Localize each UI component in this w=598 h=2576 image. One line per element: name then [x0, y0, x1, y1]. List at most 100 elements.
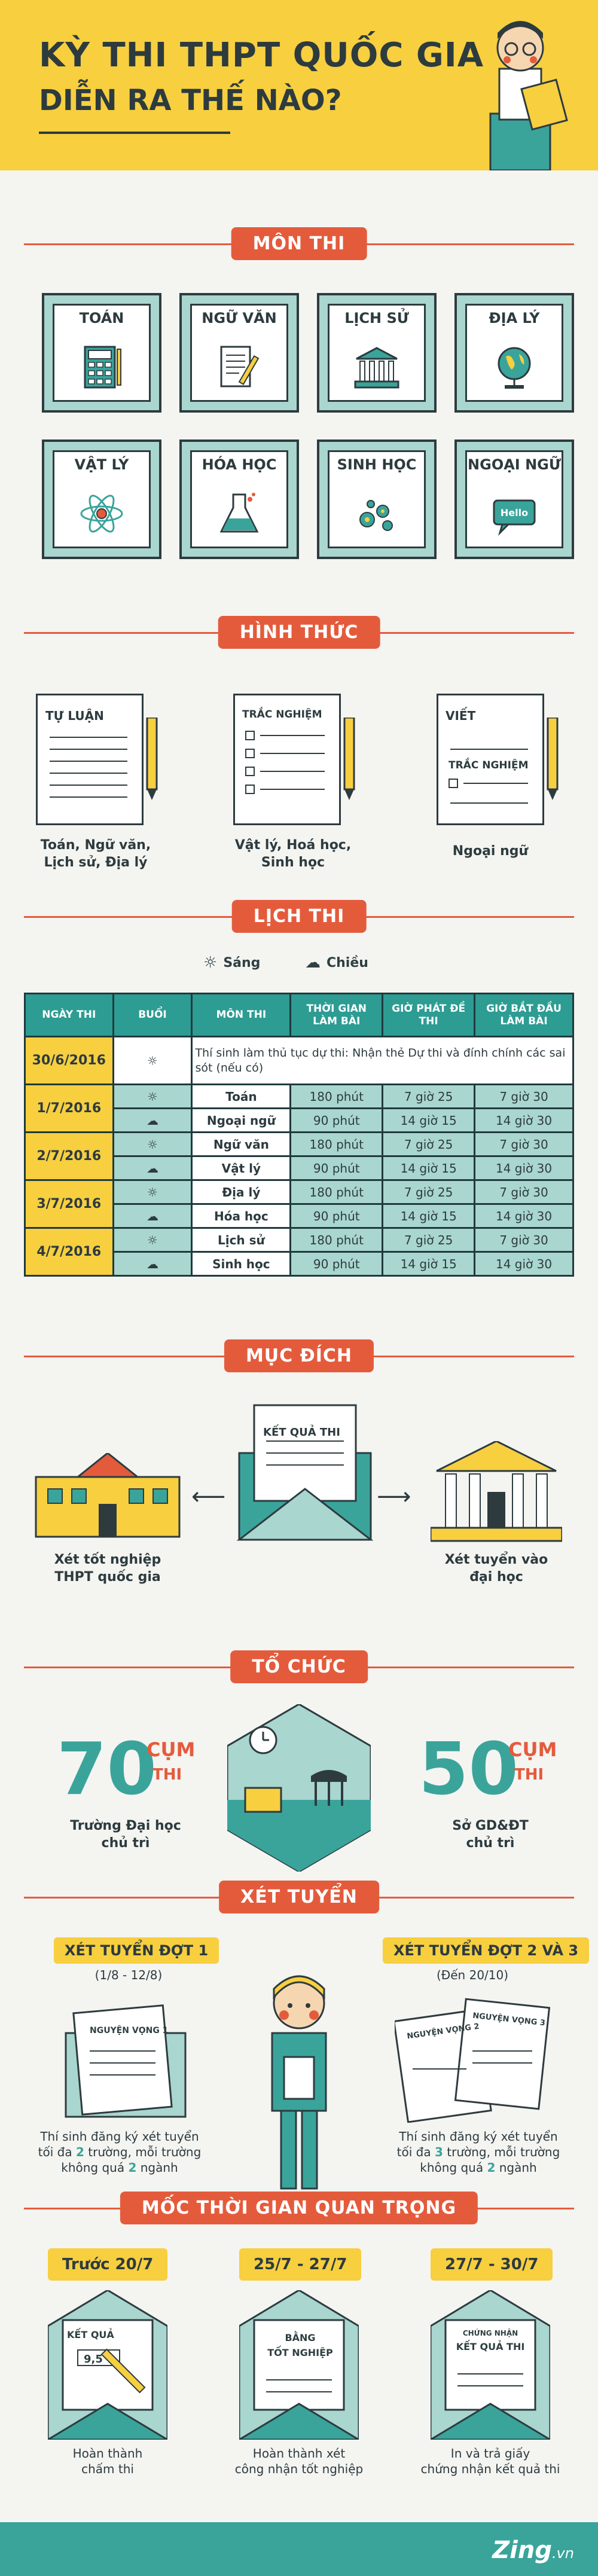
cluster-left-caption: Trường Đại học chủ trì — [70, 1818, 181, 1851]
student-illustration — [489, 21, 568, 170]
milestone-caption: In và trả giấy chứng nhận kết quả thi — [420, 2446, 560, 2476]
building-icon — [354, 347, 399, 389]
duration-cell: 90 phút — [289, 1203, 384, 1229]
session-cell: ☼ — [112, 1083, 193, 1109]
admission-round23-dates: (Đến 20/10) — [436, 1968, 509, 1982]
header-banner: KỲ THI THPT QUỐC GIA DIỄN RA THẾ NÀO? — [0, 0, 598, 170]
table-row: ☁ Ngoại ngữ 90 phút 14 giờ 15 14 giờ 30 — [25, 1107, 574, 1133]
pencil-icon — [547, 718, 559, 800]
table-row: 2/7/2016 ☼ Ngữ văn 180 phút 7 giờ 25 7 g… — [24, 1131, 574, 1181]
subject-card-ngu-van: NGỮ VĂN — [179, 293, 299, 413]
handout-cell: 7 giờ 25 — [382, 1131, 476, 1157]
exam-schedule-table: NGÀY THI BUỔI MÔN THI THỜI GIAN LÀM BÀI … — [24, 993, 574, 1277]
sun-icon: ☼ — [147, 1232, 158, 1247]
start-cell: 14 giờ 30 — [474, 1155, 574, 1181]
header-cell: MÔN THI — [191, 993, 292, 1037]
calculator-icon — [84, 346, 121, 389]
session-cell: ☼ — [112, 1227, 193, 1253]
page-title: KỲ THI THPT QUỐC GIA — [39, 36, 484, 75]
subject-card-sinh-hoc: SINH HỌC — [317, 439, 437, 559]
cells-icon — [359, 500, 393, 531]
doc-label: CHỨNG NHẬN — [462, 2329, 518, 2337]
session-cell: ☼ — [112, 1131, 193, 1157]
result-label: KẾT QUẢ THI — [263, 1426, 340, 1439]
sun-icon: ☼ — [203, 954, 218, 972]
section-title-mon-thi: MÔN THI — [231, 227, 367, 260]
format-caption: Toán, Ngữ văn, Lịch sử, Địa lý — [40, 838, 151, 870]
subject-cell: Lịch sử — [191, 1227, 292, 1253]
cluster-count-left: 70 — [57, 1728, 157, 1811]
session-cell: ☼ — [112, 1179, 193, 1205]
session-cell: ☼ — [112, 1036, 193, 1085]
note-cell: Thí sinh làm thủ tục dự thi: Nhận thẻ Dự… — [191, 1036, 574, 1085]
doc-label: BẰNG — [285, 2332, 316, 2343]
format-label: TỰ LUẬN — [45, 709, 104, 723]
doc-label: KẾT QUẢ THI — [456, 2341, 525, 2352]
cluster-unit: CỤM — [147, 1738, 196, 1761]
subject-cell: Ngoại ngữ — [191, 1107, 292, 1133]
student-with-paper-icon — [271, 1975, 327, 2190]
university-building-icon — [431, 1441, 562, 1542]
cloud-sun-icon: ☁ — [305, 954, 321, 972]
start-cell: 14 giờ 30 — [474, 1203, 574, 1229]
header-cell: GIỜ BẮT ĐẦU LÀM BÀI — [474, 993, 574, 1037]
subject-cell: Vật lý — [191, 1155, 292, 1181]
sun-icon: ☼ — [147, 1089, 158, 1104]
header-cell: GIỜ PHÁT ĐỀ THI — [382, 993, 476, 1037]
doc-label: TỐT NGHIỆP — [267, 2347, 333, 2358]
table-row: 3/7/2016 ☼ Địa lý 180 phút 7 giờ 25 7 gi… — [24, 1179, 574, 1229]
legend-morning: ☼ Sáng — [203, 954, 261, 972]
brand-logo[interactable]: Zing.vn — [492, 2537, 574, 2564]
cloud-sun-icon: ☁ — [146, 1161, 158, 1176]
school-building-icon — [35, 1453, 181, 1538]
format-card-tu-luan — [36, 694, 144, 825]
admission-round1-caption: Thí sinh đăng ký xét tuyển tối đa 2 trườ… — [38, 2129, 202, 2175]
duration-cell: 90 phút — [289, 1251, 384, 1277]
date-cell: 4/7/2016 — [24, 1227, 114, 1277]
date-cell: 3/7/2016 — [24, 1179, 114, 1229]
table-row: 4/7/2016 ☼ Lịch sử 180 phút 7 giờ 25 7 g… — [24, 1227, 574, 1277]
format-label: TRẮC NGHIỆM — [242, 709, 322, 721]
duration-cell: 180 phút — [289, 1179, 384, 1205]
atom-icon — [80, 495, 123, 533]
milestone-caption: Hoàn thành xét công nhận tốt nghiệp — [234, 2446, 364, 2476]
session-cell: ☁ — [112, 1107, 193, 1133]
applications-docs-icon — [395, 1998, 551, 2123]
admission-round23-badge: XÉT TUYỂN ĐỢT 2 VÀ 3 — [383, 1937, 590, 1964]
subject-cell: Ngữ văn — [191, 1131, 292, 1157]
start-cell: 7 giờ 30 — [474, 1179, 574, 1205]
header-cell: THỜI GIAN LÀM BÀI — [289, 993, 384, 1037]
scoring-sheet-icon — [48, 2290, 167, 2440]
start-cell: 7 giờ 30 — [474, 1131, 574, 1157]
purpose-left-caption: Xét tốt nghiệp THPT quốc gia — [54, 1552, 161, 1585]
cloud-sun-icon: ☁ — [146, 1208, 158, 1223]
admission-round23-caption: Thí sinh đăng ký xét tuyển tối đa 3 trườ… — [396, 2129, 560, 2175]
milestone-date-badge: 27/7 - 30/7 — [431, 2248, 553, 2281]
result-envelope-icon — [236, 1404, 374, 1541]
doc-label: NGUYỆN VỌNG 1 — [90, 2026, 169, 2035]
cluster-unit: CỤM — [508, 1738, 557, 1761]
subject-cell: Hóa học — [191, 1203, 292, 1229]
subject-card-hoa-hoc: HÓA HỌC — [179, 439, 299, 559]
format-caption: Vật lý, Hoá học, Sinh học — [234, 838, 352, 870]
date-cell: 30/6/2016 — [24, 1036, 114, 1085]
title-underline — [39, 132, 230, 134]
start-cell: 7 giờ 30 — [474, 1083, 574, 1109]
cluster-unit: THI — [514, 1766, 544, 1784]
purpose-right-caption: Xét tuyển vào đại học — [444, 1552, 548, 1585]
format-label: TRẮC NGHIỆM — [448, 759, 529, 771]
subject-label: NGOẠI NGỮ — [468, 456, 561, 473]
application-envelope-icon — [65, 2004, 187, 2118]
diploma-icon — [239, 2290, 359, 2440]
duration-cell: 180 phút — [289, 1131, 384, 1157]
sun-icon: ☼ — [147, 1053, 158, 1068]
legend-afternoon: ☁ Chiều — [305, 954, 368, 972]
table-row: 30/6/2016 ☼ Thí sinh làm thủ tục dự thi:… — [24, 1036, 574, 1085]
flask-icon — [219, 493, 259, 533]
start-cell: 14 giờ 30 — [474, 1107, 574, 1133]
subject-label: HÓA HỌC — [202, 456, 277, 473]
certificate-icon — [431, 2290, 550, 2440]
table-header-row: NGÀY THI BUỔI MÔN THI THỜI GIAN LÀM BÀI … — [24, 993, 574, 1037]
session-cell: ☁ — [112, 1155, 193, 1181]
subject-label: ĐỊA LÝ — [489, 310, 540, 326]
